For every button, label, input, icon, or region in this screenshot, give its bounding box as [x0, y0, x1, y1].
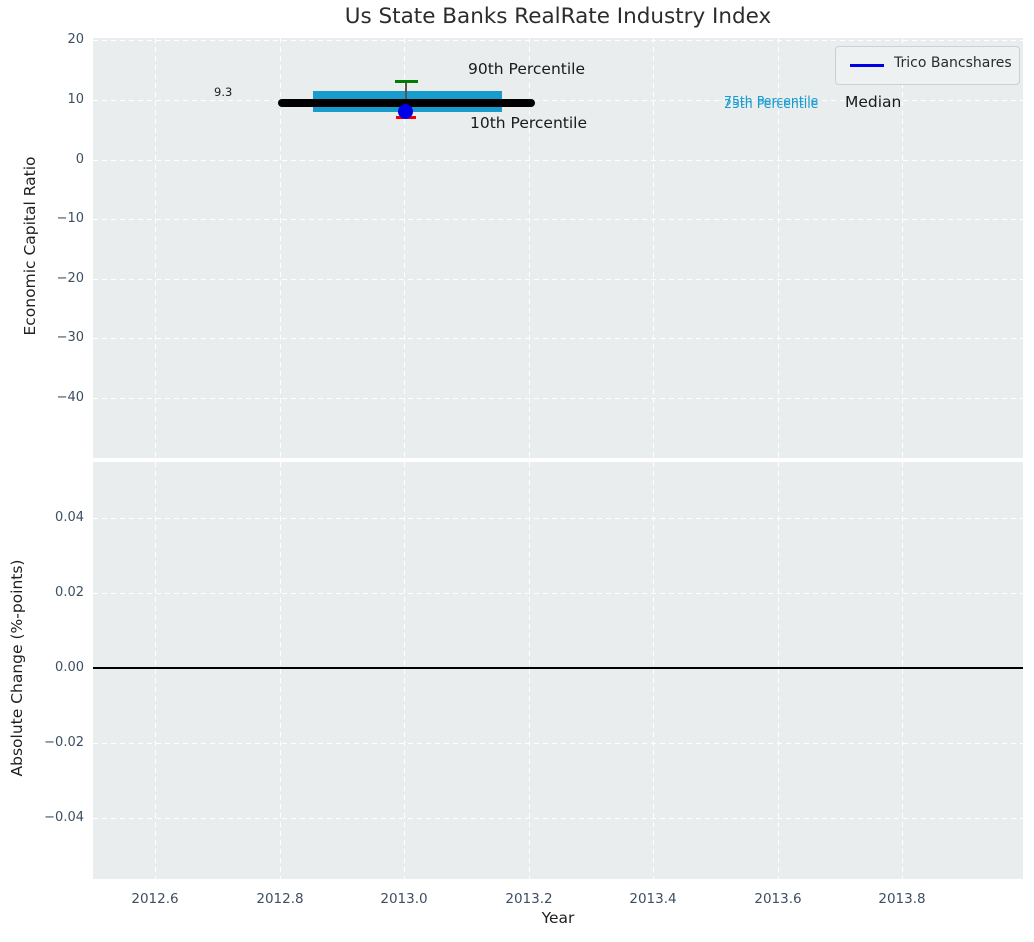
gridline-vertical — [155, 38, 156, 458]
gridline-vertical — [404, 38, 405, 458]
gridline-vertical — [902, 38, 903, 458]
gridline-vertical — [902, 462, 903, 879]
ytick-top: −30 — [56, 330, 84, 345]
xtick: 2013.0 — [380, 891, 428, 907]
xtick: 2013.4 — [629, 891, 677, 907]
gridline-vertical — [778, 462, 779, 879]
ytick-bottom: 0.00 — [55, 660, 84, 675]
gridline-vertical — [653, 38, 654, 458]
ytick-bottom: −0.04 — [44, 810, 84, 825]
p25-annotation: 25th Percentile — [724, 96, 819, 111]
chart-title: Us State Banks RealRate Industry Index — [344, 4, 772, 29]
gridline-vertical — [778, 38, 779, 458]
ytick-bottom: 0.02 — [55, 585, 84, 600]
gridline-vertical — [155, 462, 156, 879]
gridline-horizontal — [93, 593, 1023, 594]
gridline-horizontal — [93, 100, 1023, 101]
trico-bancshares-point — [398, 104, 413, 119]
legend: Trico Bancshares — [835, 46, 1020, 85]
gridline-vertical — [653, 462, 654, 879]
xtick: 2012.6 — [131, 891, 179, 907]
gridline-vertical — [280, 38, 281, 458]
whisker-line — [405, 81, 407, 111]
gridline-vertical — [529, 38, 530, 458]
gridline-vertical — [404, 462, 405, 879]
gridline-horizontal — [93, 160, 1023, 161]
gridline-horizontal — [93, 279, 1023, 280]
gridline-horizontal — [93, 338, 1023, 339]
xtick: 2013.2 — [505, 891, 553, 907]
xtick: 2013.8 — [878, 891, 926, 907]
ytick-top: 20 — [67, 32, 84, 47]
ytick-bottom: −0.02 — [44, 735, 84, 750]
gridline-horizontal — [93, 743, 1023, 744]
legend-label: Trico Bancshares — [894, 55, 1012, 71]
ytick-top: −40 — [56, 390, 84, 405]
x-axis-label: Year — [541, 909, 575, 927]
ytick-top: −10 — [56, 211, 84, 226]
median-value-annotation: 9.3 — [214, 85, 233, 99]
median-annotation: Median — [845, 93, 902, 111]
xtick: 2012.8 — [256, 891, 304, 907]
gridline-horizontal — [93, 219, 1023, 220]
ytick-top: 10 — [67, 92, 84, 107]
p10-annotation: 10th Percentile — [470, 114, 588, 132]
p75-annotation: 75th Percentile — [724, 93, 819, 108]
ytick-top: −20 — [56, 271, 84, 286]
gridline-horizontal — [93, 818, 1023, 819]
gridline-horizontal — [93, 518, 1023, 519]
gridline-horizontal — [93, 40, 1023, 41]
p90-whisker-cap — [395, 80, 418, 83]
gridline-vertical — [529, 462, 530, 879]
gridline-horizontal — [93, 398, 1023, 399]
ytick-top: 0 — [75, 152, 84, 167]
legend-line-sample — [850, 64, 884, 67]
y-axis-label-top: Economic Capital Ratio — [21, 156, 39, 336]
gridline-vertical — [280, 462, 281, 879]
p90-annotation: 90th Percentile — [468, 60, 586, 78]
ytick-bottom: 0.04 — [55, 510, 84, 525]
median-line — [278, 99, 535, 107]
xtick: 2013.6 — [754, 891, 802, 907]
top-plot-area: 9.3 90th Percentile 10th Percentile 75th… — [93, 38, 1023, 458]
bottom-plot-area — [93, 462, 1023, 879]
zero-change-line — [93, 667, 1023, 669]
y-axis-label-bottom: Absolute Change (%-points) — [8, 559, 26, 777]
